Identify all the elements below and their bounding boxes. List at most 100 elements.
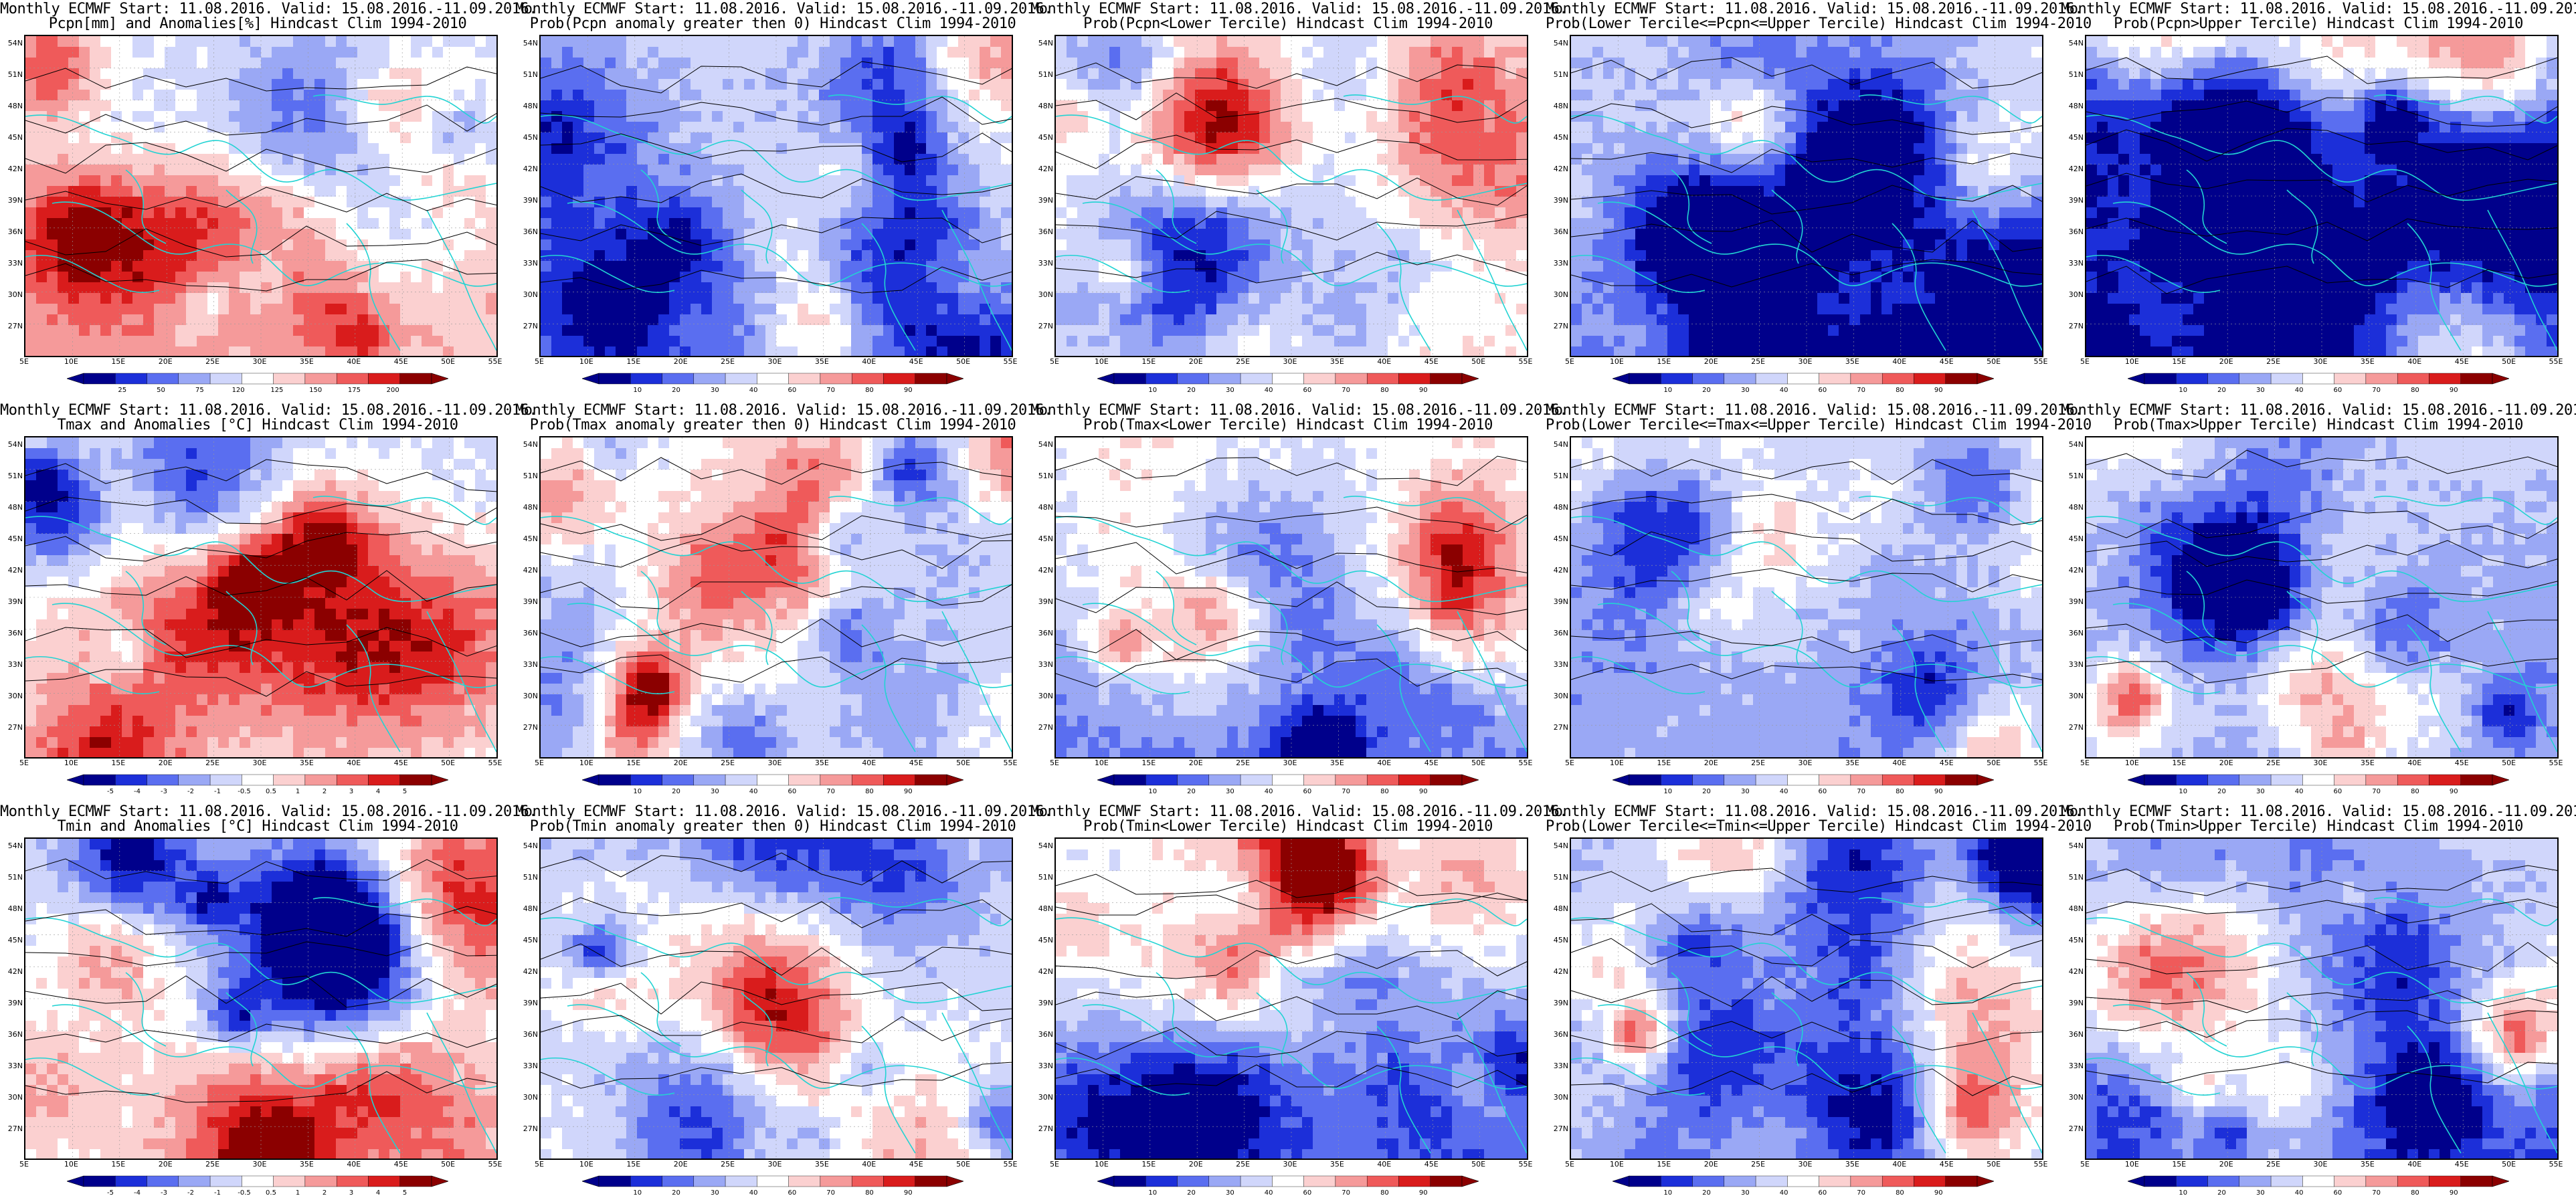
field-cell (1131, 293, 1142, 304)
field-cell (1452, 207, 1463, 219)
field-cell (293, 325, 304, 336)
field-cell (1398, 229, 1410, 240)
field-cell (325, 186, 337, 197)
field-cell (1646, 79, 1657, 90)
field-cell (1473, 207, 1485, 219)
field-cell (400, 207, 411, 219)
field-cell (347, 68, 358, 80)
field-cell (389, 175, 401, 187)
contour-line (1056, 211, 1527, 241)
field-cell (1099, 304, 1110, 315)
field-cell (1109, 229, 1121, 240)
field-cell (304, 111, 315, 122)
field-cell (1141, 304, 1153, 315)
field-cell (1678, 154, 1689, 165)
field-cell (862, 293, 873, 304)
field-cell (583, 218, 595, 229)
field-cell (486, 261, 496, 272)
field-cell (90, 314, 101, 326)
field-cell (165, 58, 176, 69)
field-cell (1463, 100, 1474, 112)
field-cell (819, 218, 830, 229)
field-cell (1420, 314, 1431, 326)
field-cell (883, 122, 895, 133)
field-cell (915, 282, 927, 294)
field-cell (1657, 68, 1668, 80)
field-cell (905, 36, 916, 47)
field-cell (293, 304, 304, 315)
field-cell (314, 122, 326, 133)
field-cell (175, 261, 187, 272)
field-cell (1270, 282, 1281, 294)
field-cell (712, 165, 723, 176)
field-cell (562, 79, 573, 90)
field-cell (282, 239, 294, 251)
field-cell (1184, 165, 1196, 176)
field-cell (1753, 58, 1764, 69)
forecast-map (1054, 35, 1528, 357)
field-cell (143, 282, 155, 294)
field-cell (787, 47, 798, 58)
field-cell (58, 218, 69, 229)
field-cell (798, 197, 809, 208)
field-cell (1184, 100, 1196, 112)
field-cell (1678, 122, 1689, 133)
field-cell (541, 272, 552, 283)
field-cell (325, 336, 337, 347)
field-cell (1120, 304, 1131, 315)
field-cell (165, 143, 176, 155)
field-cell (132, 346, 144, 356)
field-cell (637, 314, 648, 326)
field-cell (1871, 47, 1882, 58)
field-cell (958, 314, 970, 326)
field-cell (1505, 346, 1517, 356)
colorbar-swatch (1272, 373, 1304, 385)
field-cell (1152, 261, 1164, 272)
field-cell (250, 90, 262, 101)
field-cell (282, 325, 294, 336)
field-cell (583, 304, 595, 315)
field-cell (1495, 261, 1506, 272)
field-cell (250, 272, 262, 283)
field-cell (379, 58, 390, 69)
field-cell (1409, 47, 1420, 58)
field-cell (229, 68, 240, 80)
field-cell (1839, 79, 1850, 90)
field-cell (915, 229, 927, 240)
field-cell (648, 132, 659, 144)
field-cell (723, 250, 734, 262)
field-cell (1753, 143, 1764, 155)
field-cell (336, 304, 347, 315)
field-cell (1270, 132, 1281, 144)
field-cell (755, 154, 766, 165)
map-panel: Monthly ECMWF Start: 11.08.2016. Valid: … (1030, 0, 1568, 401)
field-cell (1871, 36, 1882, 47)
field-cell (1281, 100, 1292, 112)
field-cell (1141, 346, 1153, 356)
field-cell (304, 47, 315, 58)
field-cell (658, 229, 670, 240)
field-cell (1001, 314, 1012, 326)
field-cell (562, 325, 573, 336)
field-cell (551, 36, 563, 47)
field-cell (1764, 197, 1775, 208)
field-cell (1366, 58, 1378, 69)
field-cell (1120, 90, 1131, 101)
field-cell (1377, 325, 1388, 336)
field-cell (1582, 197, 1593, 208)
field-cell (1946, 154, 1957, 165)
field-cell (1077, 282, 1089, 294)
field-cell (432, 207, 444, 219)
lon-label: 40E (1372, 357, 1396, 366)
field-cell (1807, 111, 1818, 122)
field-cell (765, 346, 777, 356)
field-cell (58, 282, 69, 294)
field-cell (1259, 122, 1271, 133)
field-cell (765, 100, 777, 112)
field-cell (798, 122, 809, 133)
field-cell (1270, 336, 1281, 347)
field-cell (1452, 272, 1463, 283)
field-cell (1356, 58, 1367, 69)
field-cell (541, 100, 552, 112)
field-cell (1505, 293, 1517, 304)
